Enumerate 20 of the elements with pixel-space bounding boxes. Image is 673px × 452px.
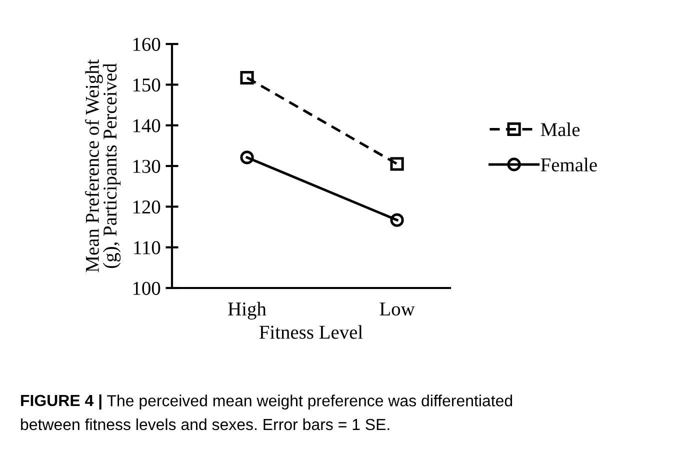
point bbox=[240, 150, 254, 164]
legend-label: Male bbox=[540, 122, 580, 136]
text: between fitness levels and sexes. Error bars = 1 SE. bbox=[21, 418, 390, 430]
x-tick-label: Low bbox=[380, 302, 415, 316]
point bbox=[240, 70, 254, 85]
text: The perceived mean weight preference was differentiated bbox=[107, 394, 512, 410]
x-axis-title: Fitness Level bbox=[259, 325, 363, 339]
y-tick-label: 120 bbox=[133, 200, 160, 214]
point bbox=[390, 213, 404, 227]
y-axis-title: Mean Preference of Weight (g), Participants Perceived bbox=[85, 59, 121, 272]
y-tick-label: 150 bbox=[133, 78, 160, 92]
y-tick-label: 100 bbox=[133, 282, 160, 295]
point bbox=[390, 157, 404, 171]
y-tick-label: 160 bbox=[133, 38, 160, 51]
y-tick-label: 140 bbox=[133, 119, 160, 132]
y-tick-label: 110 bbox=[134, 241, 160, 254]
caption: FIGURE 4 | bbox=[21, 394, 102, 410]
x-tick-label: High bbox=[228, 302, 266, 320]
y-tick-label: 130 bbox=[133, 160, 160, 173]
legend-label: Female bbox=[540, 158, 597, 172]
